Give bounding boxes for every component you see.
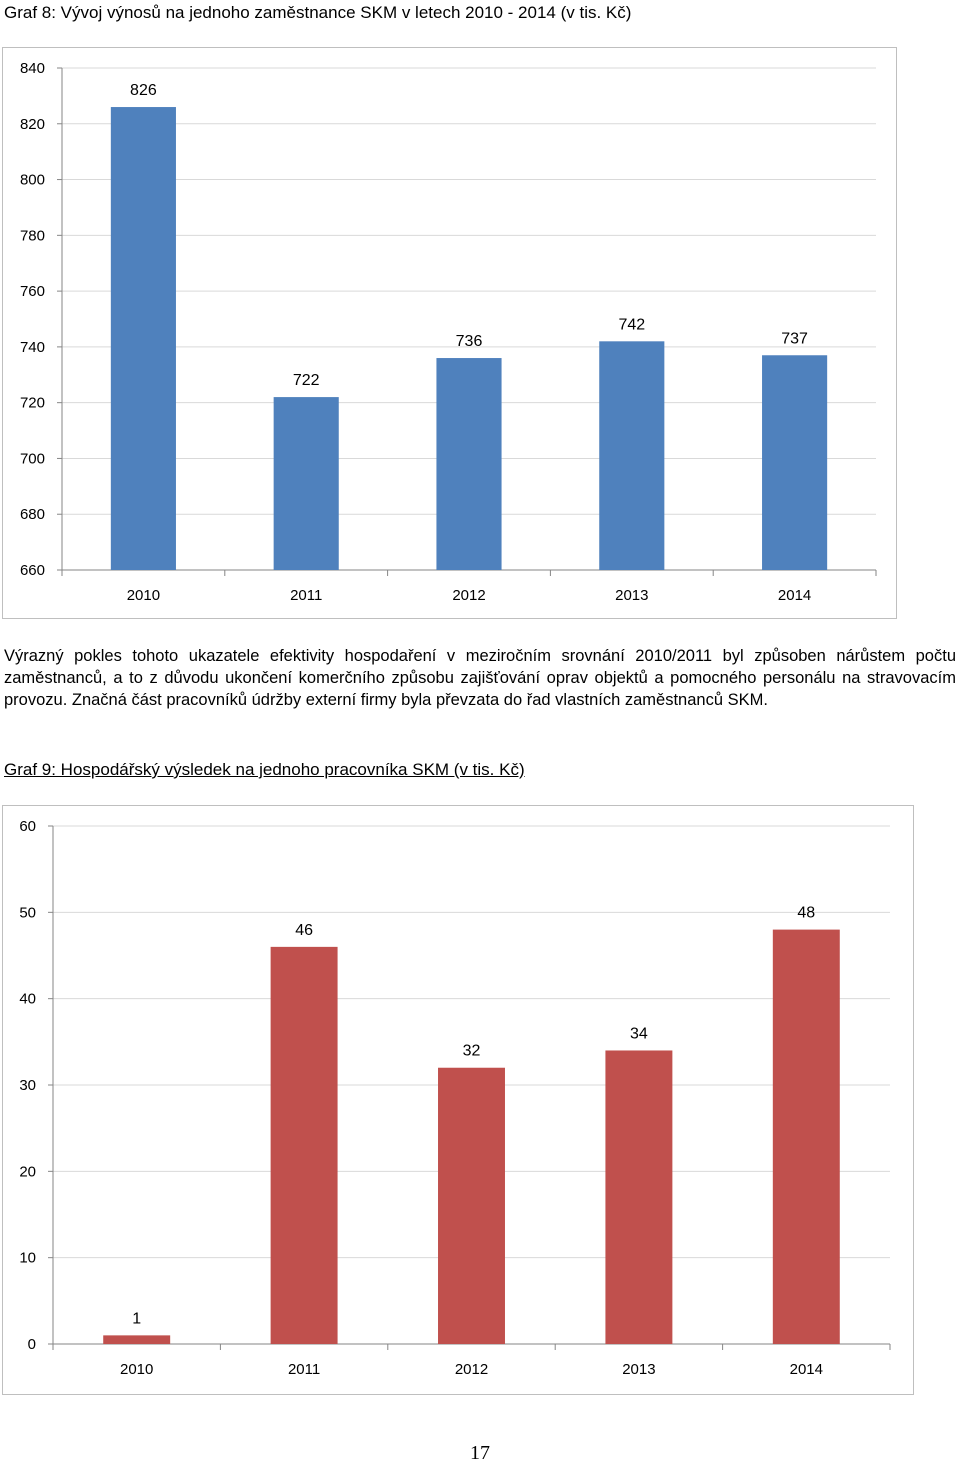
y-tick-label: 720 [20,395,45,412]
x-tick-label: 2014 [790,1361,823,1378]
data-label-2010: 826 [130,82,157,99]
y-tick-label: 660 [20,562,45,579]
data-label-2011: 722 [293,372,320,389]
data-label-2013: 34 [630,1025,648,1042]
x-tick-label: 2010 [120,1361,153,1378]
y-tick-label: 740 [20,339,45,356]
data-label-2013: 742 [618,316,645,333]
x-tick-label: 2011 [288,1361,320,1378]
bar-2014 [772,929,840,1344]
profit-per-worker-chart: 0 10 20 30 40 50 60 1 2010 46 2011 32 2012 34 2013 48 20… [2,805,914,1395]
y-tick-label: 30 [19,1077,36,1094]
bar-2011 [270,946,338,1344]
y-tick-label: 60 [19,818,36,835]
page-number: 17 [470,1442,490,1464]
x-tick-label: 2013 [615,587,648,604]
data-label-2012: 736 [456,333,483,350]
bar-2010 [110,107,176,571]
y-tick-label: 780 [20,227,45,244]
y-tick-label: 0 [28,1336,36,1353]
x-tick-label: 2014 [778,587,811,604]
bar-2013 [605,1050,673,1344]
bar-2014 [762,355,828,570]
graph9-caption-text: Graf 9: Hospodářský výsledek na jednoho … [4,760,525,779]
y-tick-label: 50 [19,904,36,921]
x-tick-label: 2010 [127,587,160,604]
data-label-2011: 46 [295,922,313,939]
x-tick-label: 2013 [622,1361,655,1378]
revenue-per-employee-chart: 660 680 700 720 740 760 780 800 820 840 826 2010 722… [2,47,897,619]
bar-2012 [438,1067,505,1344]
x-tick-label: 2012 [455,1361,488,1378]
bar-2012 [436,358,502,570]
bar-2013 [599,341,665,570]
revenue-chart-svg: 660 680 700 720 740 760 780 800 820 840 826 2010 722… [20,60,877,604]
data-label-2014: 48 [797,905,815,922]
x-tick-label: 2012 [452,587,485,604]
y-tick-label: 680 [20,506,45,523]
y-tick-label: 40 [19,991,36,1008]
profit-chart-svg: 0 10 20 30 40 50 60 1 2010 46 2011 32 2012 34 2013 48 20… [19,818,891,1378]
x-tick-label: 2011 [290,587,322,604]
y-tick-label: 820 [20,116,45,133]
y-tick-label: 20 [19,1163,36,1180]
graph8-caption: Graf 8: Vývoj výnosů na jednoho zaměstna… [4,3,632,22]
commentary-text: Výrazný pokles tohoto ukazatele efektivi… [4,647,956,709]
bar-2011 [273,397,339,570]
y-tick-label: 840 [20,60,45,77]
y-tick-label: 760 [20,283,45,300]
data-label-2010: 1 [132,1310,141,1327]
y-tick-label: 10 [19,1250,36,1267]
bar-2010 [103,1335,171,1344]
graph9-caption: Graf 9: Hospodářský výsledek na jednoho … [4,760,525,780]
y-tick-label: 700 [20,450,45,467]
data-label-2012: 32 [463,1043,481,1060]
commentary-paragraph: Výrazný pokles tohoto ukazatele efektivi… [4,645,956,711]
data-label-2014: 737 [781,330,808,347]
y-tick-label: 800 [20,172,45,189]
